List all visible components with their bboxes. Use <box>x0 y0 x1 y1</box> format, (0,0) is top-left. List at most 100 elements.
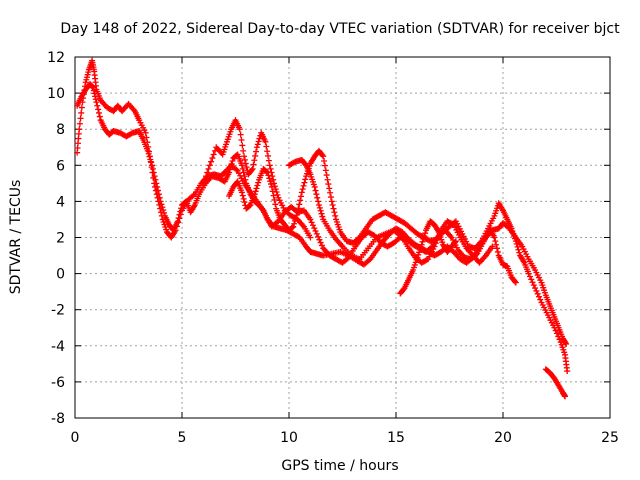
series-track-f <box>397 218 459 297</box>
data-point <box>421 233 428 240</box>
data-point <box>77 115 84 122</box>
data-point <box>174 218 181 225</box>
data-point <box>274 191 281 198</box>
data-point <box>532 285 539 292</box>
data-point <box>253 185 260 192</box>
data-point <box>236 126 243 133</box>
data-point <box>208 158 215 165</box>
data-point <box>319 152 326 159</box>
data-point <box>423 256 430 263</box>
data-point <box>265 172 272 179</box>
data-point <box>320 153 327 160</box>
data-point <box>265 152 272 159</box>
data-point <box>328 198 335 205</box>
data-point <box>323 172 330 179</box>
data-point <box>175 215 182 222</box>
axis-ticks: 0 5 10 15 20 25 -8 -6 -4 -2 0 2 4 6 8 10 12 <box>47 50 619 446</box>
data-point <box>269 173 276 180</box>
data-point <box>312 228 319 235</box>
data-point <box>493 241 500 248</box>
data-point <box>309 222 316 229</box>
series-track-c <box>226 147 571 375</box>
data-point <box>432 240 439 247</box>
data-point <box>494 248 501 255</box>
y-tick-label: -2 <box>51 303 65 319</box>
data-point <box>563 340 570 347</box>
data-point <box>422 230 429 237</box>
data-point <box>93 99 100 106</box>
data-point <box>242 176 249 183</box>
data-point <box>494 245 501 252</box>
data-point <box>529 279 536 286</box>
data-point <box>553 330 560 337</box>
data-point <box>516 249 523 256</box>
data-point <box>512 279 519 286</box>
data-point <box>177 208 184 215</box>
data-point <box>78 104 85 111</box>
data-point <box>534 290 541 297</box>
data-point <box>316 236 323 243</box>
data-point <box>294 209 301 216</box>
data-point <box>311 183 318 190</box>
data-point <box>155 187 162 194</box>
data-point <box>332 212 339 219</box>
data-point <box>159 204 166 211</box>
data-point <box>324 176 331 183</box>
data-point <box>331 209 338 216</box>
y-tick-label: 2 <box>56 231 65 247</box>
y-tick-label: 0 <box>56 267 65 283</box>
data-point <box>452 239 459 246</box>
series-track-a <box>74 57 570 347</box>
data-point <box>302 176 309 183</box>
data-point <box>551 324 558 331</box>
data-point <box>201 176 208 183</box>
data-point <box>240 169 247 176</box>
data-point <box>492 238 499 245</box>
data-point <box>253 148 260 155</box>
data-point <box>491 234 498 241</box>
data-point <box>209 155 216 162</box>
data-point <box>271 180 278 187</box>
y-tick-label: 4 <box>56 194 65 210</box>
data-point <box>512 238 519 245</box>
data-point <box>299 186 306 193</box>
data-point <box>254 141 261 148</box>
data-point <box>241 173 248 180</box>
data-point <box>241 153 248 160</box>
data-point <box>271 196 278 203</box>
data-point <box>418 241 425 248</box>
data-point <box>295 205 302 212</box>
data-point <box>315 233 322 240</box>
data-point <box>317 239 324 246</box>
data-point <box>76 126 83 133</box>
data-point <box>254 182 261 189</box>
data-point <box>537 296 544 303</box>
data-point <box>526 273 533 280</box>
data-point <box>252 188 259 195</box>
data-point <box>147 156 154 163</box>
data-point <box>263 168 270 175</box>
data-point <box>253 144 260 151</box>
data-point <box>266 162 273 169</box>
data-point <box>313 230 320 237</box>
data-point <box>252 152 259 159</box>
data-point <box>205 165 212 172</box>
data-point <box>271 183 278 190</box>
data-point <box>239 165 246 172</box>
data-point <box>206 162 213 169</box>
grid-lines <box>75 57 610 418</box>
data-point <box>298 189 305 196</box>
data-point <box>238 162 245 169</box>
data-point <box>152 176 159 183</box>
data-point <box>95 106 102 113</box>
data-point <box>273 189 280 196</box>
data-point <box>297 197 304 204</box>
data-point <box>210 151 217 158</box>
data-point <box>251 157 258 164</box>
data-point <box>525 270 532 277</box>
data-point <box>250 161 257 168</box>
data-point <box>160 207 167 214</box>
x-tick-label: 20 <box>494 430 512 446</box>
data-point <box>76 120 83 127</box>
data-point <box>272 186 279 193</box>
